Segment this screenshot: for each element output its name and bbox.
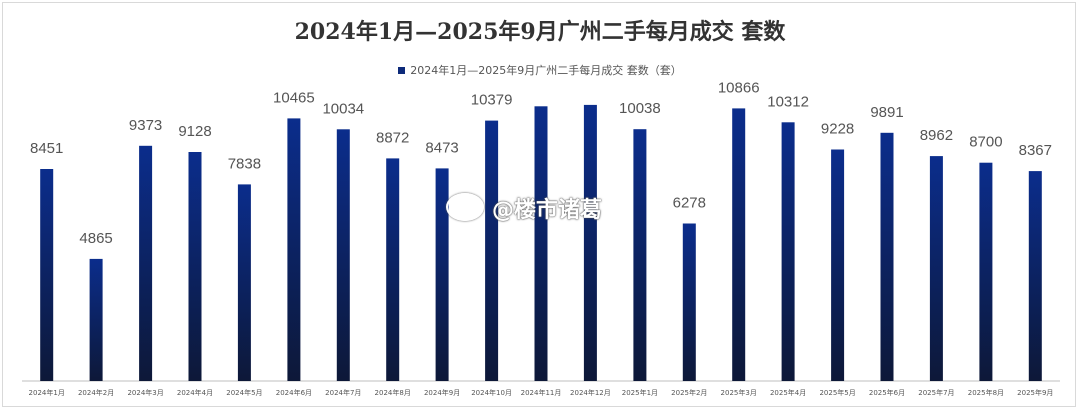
x-tick-label: 2024年1月 xyxy=(29,388,65,397)
x-tick-label: 2024年7月 xyxy=(325,388,361,397)
x-tick-label: 2025年8月 xyxy=(968,388,1004,397)
x-tick-label: 2025年9月 xyxy=(1017,388,1053,397)
chart-title: 2024年1月—2025年9月广州二手每月成交 套数 xyxy=(294,19,786,45)
x-tick-label: 2025年3月 xyxy=(721,388,757,397)
x-tick-label: 2025年4月 xyxy=(770,388,806,397)
bar-value-label: 10038 xyxy=(619,100,661,117)
chart-legend: 2024年1月—2025年9月广州二手每月成交 套数（套） xyxy=(0,62,1080,78)
bar xyxy=(188,152,202,381)
bar-value-label: 4865 xyxy=(79,230,112,247)
bar xyxy=(633,129,647,381)
x-tick-label: 2024年3月 xyxy=(127,388,163,397)
bar-value-label: 10465 xyxy=(273,89,315,106)
x-tick-label: 2025年2月 xyxy=(671,388,707,397)
bar-value-label: 9891 xyxy=(870,104,903,121)
bar xyxy=(287,118,301,382)
bar xyxy=(880,132,894,381)
x-tick-label: 2024年12月 xyxy=(570,388,611,397)
bar-value-label: 8700 xyxy=(969,134,1002,151)
bar xyxy=(485,120,499,381)
bar xyxy=(732,108,746,382)
bar-value-label: 10866 xyxy=(718,79,760,96)
bar-value-label: 7838 xyxy=(228,155,261,172)
x-tick-label: 2024年4月 xyxy=(177,388,213,397)
bar xyxy=(781,122,795,382)
bar xyxy=(139,145,153,381)
legend-swatch xyxy=(398,67,406,74)
x-tick-label: 2024年5月 xyxy=(226,388,262,397)
bar-value-label: 8962 xyxy=(920,127,953,144)
x-tick-label: 2024年2月 xyxy=(78,388,114,397)
weibo-logo-icon xyxy=(446,193,484,221)
x-tick-label: 2025年6月 xyxy=(869,388,905,397)
bar-value-label: 9228 xyxy=(821,121,854,138)
bar xyxy=(40,169,54,381)
watermark-text: @楼市诸葛 xyxy=(492,198,603,223)
bar xyxy=(682,223,696,381)
bar xyxy=(435,168,449,381)
bar xyxy=(89,258,103,381)
bar xyxy=(831,149,845,381)
bar-value-label: 8451 xyxy=(30,140,63,157)
bar-value-label: 9373 xyxy=(129,117,162,134)
bar-value-label: 10034 xyxy=(322,100,364,117)
bar xyxy=(583,104,597,382)
bar xyxy=(386,158,400,381)
bar-value-label: 8872 xyxy=(376,129,409,146)
x-tick-label: 2024年8月 xyxy=(375,388,411,397)
bar xyxy=(1028,171,1042,381)
bar xyxy=(237,184,251,381)
x-tick-label: 2024年9月 xyxy=(424,388,460,397)
bar-value-label: 10379 xyxy=(471,92,513,109)
watermark: @楼市诸葛 xyxy=(446,192,602,224)
x-tick-label: 2025年7月 xyxy=(918,388,954,397)
x-tick-label: 2024年10月 xyxy=(471,388,512,397)
bar xyxy=(534,106,548,382)
bar-value-label: 9128 xyxy=(178,123,211,140)
bar xyxy=(979,162,993,381)
legend-label: 2024年1月—2025年9月广州二手每月成交 套数（套） xyxy=(410,64,682,77)
x-tick-label: 2024年6月 xyxy=(276,388,312,397)
bar-value-label: 10312 xyxy=(767,93,809,110)
bar-value-label: 6278 xyxy=(673,195,706,212)
bar xyxy=(336,129,350,381)
bar-value-label: 8367 xyxy=(1019,142,1052,159)
x-tick-label: 2025年5月 xyxy=(819,388,855,397)
bar-value-label: 8473 xyxy=(425,139,458,156)
bar xyxy=(929,156,943,381)
x-tick-label: 2024年11月 xyxy=(521,388,562,397)
x-tick-label: 2025年1月 xyxy=(622,388,658,397)
